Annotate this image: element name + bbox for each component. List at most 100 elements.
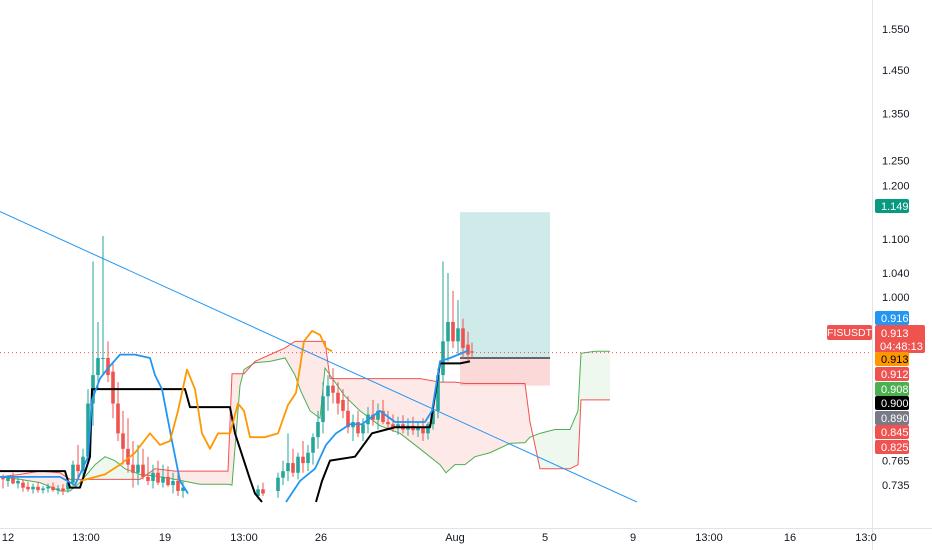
candle-body [151,472,155,481]
y-tick-label: 1.100 [882,234,910,246]
candle [341,389,345,419]
price-tag-text: 0.916 [881,313,909,325]
cloud-segment [310,341,320,419]
candle-body [176,480,180,491]
candle-body [61,488,65,491]
candle-body [106,357,110,376]
x-tick-label: 12 [2,532,14,544]
cloud-segment [95,456,105,480]
candle [131,441,135,488]
candle [351,414,355,442]
price-tag: 0.913 [875,352,909,366]
y-tick-label: 0.765 [882,456,910,468]
candle [11,472,15,485]
candle-body [11,477,15,484]
candle [126,418,130,473]
candle-body [96,357,100,376]
candle-body [116,403,120,434]
candle-body [341,399,345,411]
candle-body [431,410,435,425]
position-stop-zone [460,357,550,386]
candle [181,480,185,498]
span-b-line [0,340,610,480]
y-tick-label: 0.735 [882,480,910,492]
candle-body [291,463,295,473]
candle-body [36,486,40,491]
price-tag-text: 0.890 [881,413,909,425]
candle [376,403,380,430]
candle [161,464,165,488]
candle-body [126,448,130,465]
candle [466,331,470,362]
candle-body [391,424,395,428]
cloud-segment [200,471,228,485]
price-tag: 0.845 [875,425,909,439]
price-tag-text: 0.913 [881,328,909,340]
price-tag-bg [875,311,909,325]
candle-body [376,410,380,420]
candle-body [181,487,185,491]
candle-body [346,410,350,428]
candle [286,433,290,481]
candle-body [381,410,385,422]
candle [296,452,300,480]
candle [311,433,315,465]
candle-body [21,482,25,488]
candle-body [6,477,10,481]
candle-body [451,321,455,342]
candle-body [470,351,474,353]
candle-body [166,476,170,486]
price-tag: 0.912 [875,367,909,381]
symbol-tag-bg [827,325,872,340]
x-tick-label: 5 [542,532,548,544]
candle [326,375,330,411]
candle-body [421,426,425,434]
candle-body [131,464,135,473]
x-tick-label: Aug [445,532,465,544]
cloud-segment [510,383,525,444]
cloud-segment [446,382,455,473]
cloud-segment [581,351,595,400]
candle [31,483,35,494]
candle-body [466,344,470,355]
candle-body [441,341,445,376]
trendline [0,211,638,503]
cloud-segment [345,378,360,411]
candle [346,396,350,434]
price-tag-bg [875,440,909,454]
candle [56,485,60,495]
candle [136,444,140,486]
candle [426,421,430,440]
candle [470,342,474,358]
candle-body [111,371,115,404]
candle-body [456,328,460,342]
candle-body [261,489,265,494]
candle [96,321,100,390]
candle-body [71,464,75,483]
price-tag: 0.825 [875,440,909,454]
candle [106,341,110,383]
candle-body [256,489,260,497]
candle-body [146,476,150,481]
base-line [0,388,263,503]
candle-body [51,486,55,491]
candle-body [136,464,140,473]
candle-body [286,463,290,472]
base-line-2 [315,360,471,503]
x-tick-label: 13:00 [230,532,258,544]
candle [316,410,320,449]
y-tick-label: 1.550 [882,24,910,36]
candle [141,448,145,480]
candle [441,261,445,383]
cloud-segment [175,471,200,485]
candle-body [296,456,300,473]
candle-body [276,477,280,491]
x-tick-label: 16 [784,532,796,544]
y-tick-label: 1.250 [882,156,910,168]
candle [41,485,45,494]
candle [116,382,120,442]
candle-body [416,426,420,431]
